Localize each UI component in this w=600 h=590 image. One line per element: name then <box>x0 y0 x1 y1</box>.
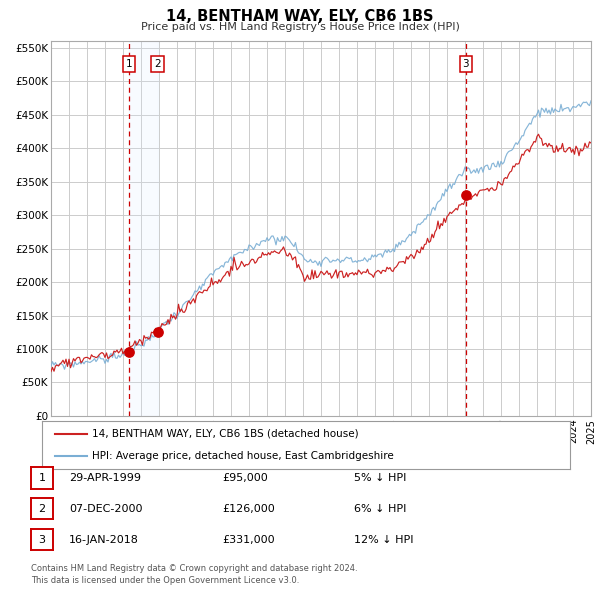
Text: 3: 3 <box>463 59 469 69</box>
Point <box>461 190 471 199</box>
Text: 16-JAN-2018: 16-JAN-2018 <box>69 535 139 545</box>
Text: 12% ↓ HPI: 12% ↓ HPI <box>354 535 413 545</box>
Text: 6% ↓ HPI: 6% ↓ HPI <box>354 504 406 513</box>
Point <box>124 348 134 357</box>
Text: 2: 2 <box>38 504 46 513</box>
Text: 29-APR-1999: 29-APR-1999 <box>69 473 141 483</box>
Text: £331,000: £331,000 <box>222 535 275 545</box>
Text: 1: 1 <box>125 59 132 69</box>
Text: 14, BENTHAM WAY, ELY, CB6 1BS: 14, BENTHAM WAY, ELY, CB6 1BS <box>166 9 434 24</box>
Text: 14, BENTHAM WAY, ELY, CB6 1BS (detached house): 14, BENTHAM WAY, ELY, CB6 1BS (detached … <box>92 429 359 439</box>
Bar <box>129 41 158 416</box>
Text: 07-DEC-2000: 07-DEC-2000 <box>69 504 143 513</box>
Text: 5% ↓ HPI: 5% ↓ HPI <box>354 473 406 483</box>
Text: 2: 2 <box>154 59 161 69</box>
Text: 1: 1 <box>38 473 46 483</box>
Text: Contains HM Land Registry data © Crown copyright and database right 2024.
This d: Contains HM Land Registry data © Crown c… <box>31 565 358 585</box>
Text: 3: 3 <box>38 535 46 545</box>
Text: £95,000: £95,000 <box>222 473 268 483</box>
Point <box>153 327 163 336</box>
Text: HPI: Average price, detached house, East Cambridgeshire: HPI: Average price, detached house, East… <box>92 451 394 461</box>
Text: £126,000: £126,000 <box>222 504 275 513</box>
Text: Price paid vs. HM Land Registry's House Price Index (HPI): Price paid vs. HM Land Registry's House … <box>140 22 460 32</box>
